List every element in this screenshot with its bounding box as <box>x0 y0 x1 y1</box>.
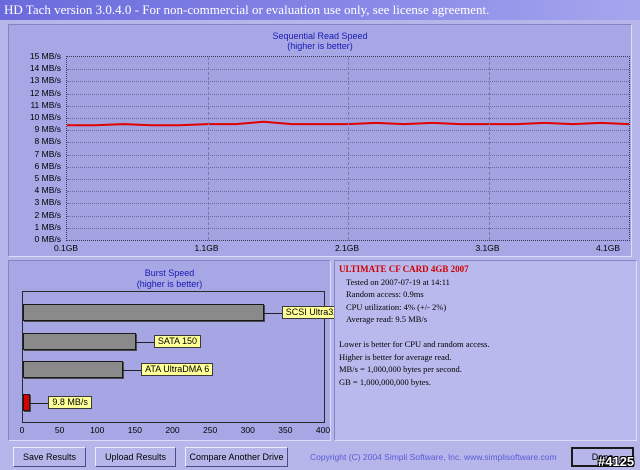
read-y-tick-label: 1 MB/s <box>34 221 61 232</box>
note-line: Lower is better for CPU and random acces… <box>339 338 490 349</box>
read-x-tick-label: 2.1GB <box>334 243 360 253</box>
burst-x-tick-label: 300 <box>240 425 255 435</box>
burst-bar-label: ATA UltraDMA 6 <box>141 363 214 376</box>
burst-x-tick-label: 200 <box>165 425 180 435</box>
note-line: GB = 1,000,000,000 bytes. <box>339 376 431 387</box>
burst-label-leader <box>123 370 142 371</box>
burst-bar-label: SATA 150 <box>153 335 202 348</box>
burst-bar <box>23 333 136 350</box>
random-access: Random access: 0.9ms <box>346 289 424 300</box>
done-button[interactable]: Done <box>571 447 634 467</box>
read-y-tick-label: 15 MB/s <box>29 51 61 61</box>
note-line: MB/s = 1,000,000 bytes per second. <box>339 364 462 375</box>
burst-x-tick-label: 400 <box>315 425 331 435</box>
read-y-tick-label: 14 MB/s <box>29 63 61 74</box>
burst-chart-title: Burst Speed <box>144 268 195 278</box>
burst-bar-label: 9.8 MB/s <box>48 396 92 409</box>
read-x-tick-label: 4.1GB <box>595 243 621 253</box>
screenshot-id-badge: #4125 <box>598 454 635 469</box>
burst-label-leader <box>30 403 49 404</box>
read-vgrid-line <box>348 57 349 240</box>
read-y-tick-label: 3 MB/s <box>34 197 61 208</box>
burst-label-leader <box>263 313 282 314</box>
read-y-tick-label: 7 MB/s <box>34 148 61 159</box>
read-y-tick-label: 10 MB/s <box>29 112 61 122</box>
drive-name: ULTIMATE CF CARD 4GB 2007 <box>339 264 469 274</box>
burst-speed-panel: Burst Speed (higher is better) SCSI Ultr… <box>8 260 348 441</box>
burst-x-tick-label: 50 <box>54 425 65 435</box>
burst-plot-area: SCSI Ultra320 SATA 150 ATA UltraDMA 6 9.8 M… <box>22 291 348 423</box>
read-chart-title: Sequential Read Speed <box>272 31 368 41</box>
read-chart-subtitle: (higher is better) <box>287 41 353 51</box>
read-y-tick-label: 8 MB/s <box>34 136 61 147</box>
read-x-tick-label: 3.1GB <box>475 243 500 253</box>
note-line: Higher is better for average read. <box>339 351 452 362</box>
burst-x-tick-label: 350 <box>278 425 293 435</box>
read-x-tick-label: 0.1GB <box>53 243 79 253</box>
read-y-tick-label: 11 MB/s <box>30 99 61 110</box>
burst-chart-subtitle: (higher is better) <box>136 279 203 289</box>
read-y-tick-label: 0 MB/s <box>34 234 61 244</box>
read-speed-panel: Sequential Read Speed (higher is better)… <box>8 24 632 257</box>
read-plot-area <box>66 56 630 241</box>
burst-x-tick-label: 0 <box>19 425 25 435</box>
read-y-tick-label: 5 MB/s <box>34 173 61 183</box>
upload-results-button[interactable]: Upload Results <box>95 447 176 467</box>
read-y-tick-label: 2 MB/s <box>34 209 61 220</box>
read-vgrid-line <box>207 57 209 240</box>
burst-bar <box>23 394 31 411</box>
burst-x-tick-label: 100 <box>90 425 105 435</box>
compare-another-drive-button[interactable]: Compare Another Drive <box>185 447 288 467</box>
burst-label-leader <box>135 342 154 343</box>
results-info-panel: ULTIMATE CF CARD 4GB 2007 Tested on 2007… <box>334 260 637 441</box>
read-vgrid-line <box>488 57 490 240</box>
read-y-tick-label: 9 MB/s <box>34 124 61 135</box>
read-y-tick-label: 13 MB/s <box>29 75 61 86</box>
save-results-button[interactable]: Save Results <box>13 447 86 467</box>
burst-bar-label: SCSI Ultra320 <box>281 306 348 319</box>
read-y-tick-label: 4 MB/s <box>34 185 61 196</box>
window-title: HD Tach version 3.0.4.0 - For non-commer… <box>0 0 640 20</box>
copyright-text: Copyright (C) 2004 Simpli Software, Inc.… <box>310 452 557 462</box>
read-x-tick-label: 1.1GB <box>194 243 219 253</box>
burst-x-tick-label: 150 <box>127 425 142 435</box>
cpu-utilization: CPU utilization: 4% (+/- 2%) <box>346 301 447 312</box>
read-y-tick-label: 12 MB/s <box>29 87 61 98</box>
read-y-tick-label: 6 MB/s <box>34 160 61 171</box>
burst-x-tick-label: 250 <box>203 425 218 435</box>
average-read: Average read: 9.5 MB/s <box>346 314 428 325</box>
burst-bar <box>23 304 264 321</box>
tested-on: Tested on 2007-07-19 at 14:11 <box>346 276 450 287</box>
burst-bar <box>23 361 124 378</box>
